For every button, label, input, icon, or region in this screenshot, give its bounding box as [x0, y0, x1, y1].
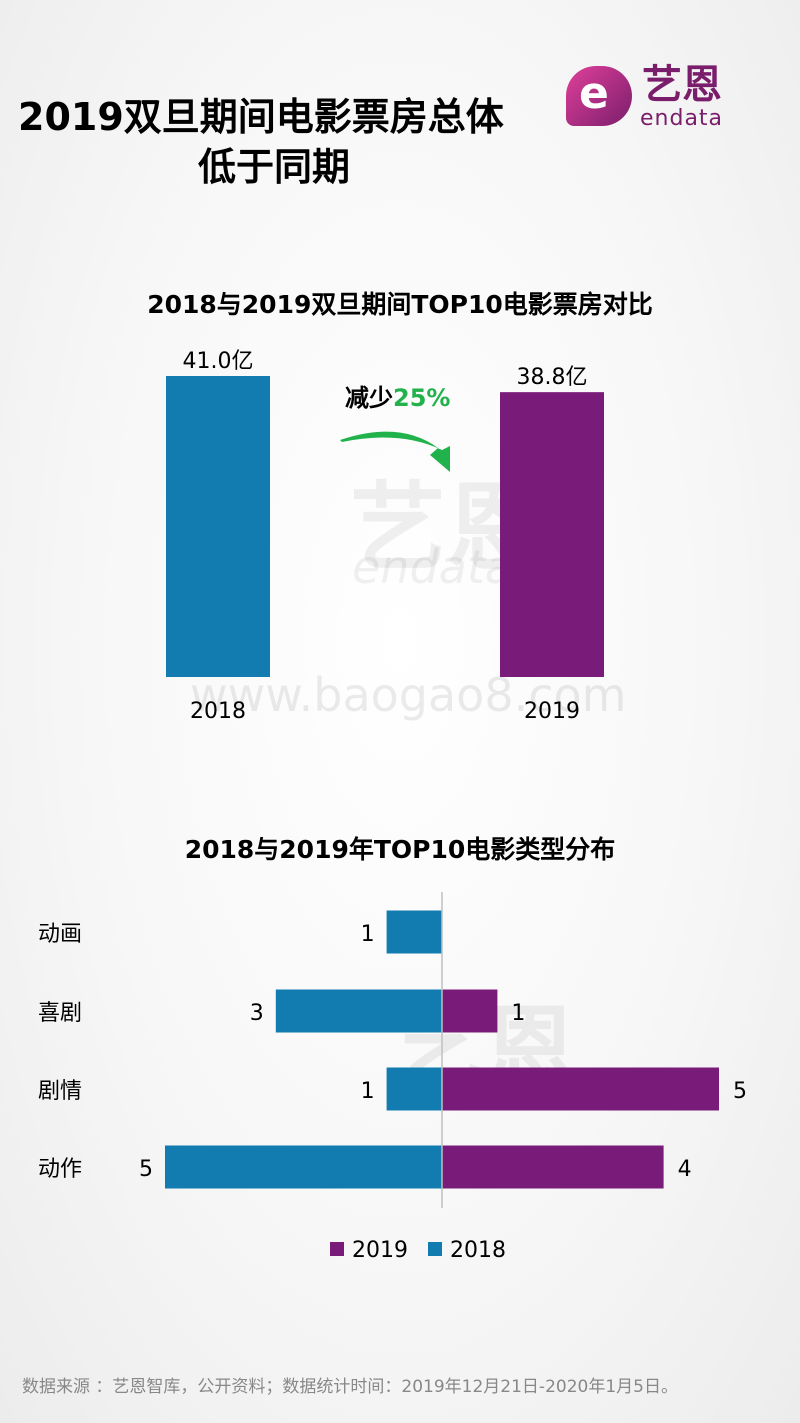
endata-logo: e 艺恩 endata — [566, 62, 756, 134]
bar-2018-2 — [386, 1067, 442, 1111]
value-label-2019-2: 5 — [733, 1079, 747, 1104]
bar-2019-2 — [442, 1067, 719, 1111]
bar-value-label-2019: 38.8亿 — [517, 365, 588, 390]
value-label-2018-3: 5 — [139, 1157, 153, 1182]
page-title: 2019双旦期间电影票房总体 低于同期 — [18, 92, 558, 192]
value-label-2018-0: 1 — [361, 922, 375, 947]
category-label-3: 动作 — [38, 1157, 82, 1182]
legend-label-2018: 2018 — [450, 1238, 506, 1263]
bar-2019 — [500, 392, 604, 677]
value-label-2019-3: 4 — [678, 1157, 692, 1182]
bar-2019-3 — [442, 1145, 664, 1189]
bar-2019-1 — [442, 989, 498, 1033]
bar-2018-0 — [386, 910, 442, 954]
value-label-2019-1: 1 — [511, 1001, 525, 1026]
value-label-2018-2: 1 — [361, 1079, 375, 1104]
legend-swatch-2019 — [330, 1242, 344, 1256]
decrease-arrow-icon — [340, 431, 450, 472]
x-tick-label-2019: 2019 — [524, 699, 580, 724]
category-label-1: 喜剧 — [38, 1001, 82, 1026]
x-tick-label-2018: 2018 — [190, 699, 246, 724]
change-annotation: 减少25% — [345, 384, 450, 412]
value-label-2018-1: 3 — [250, 1001, 264, 1026]
chart1-title: 2018与2019双旦期间TOP10电影票房对比 — [147, 290, 653, 319]
logo-en-text: endata — [640, 106, 724, 131]
endata-logo-icon: e — [566, 66, 632, 126]
bar-value-label-2018: 41.0亿 — [183, 349, 254, 374]
logo-cn-text: 艺恩 — [642, 62, 722, 108]
chart2-title: 2018与2019年TOP10电影类型分布 — [184, 835, 616, 864]
bar-2018-3 — [165, 1145, 442, 1189]
data-source-footer: 数据来源 ：艺恩智库，公开资料；数据统计时间：2019年12月21日-2020年… — [22, 1377, 678, 1397]
page-title-line1: 2019双旦期间电影票房总体 — [18, 95, 504, 139]
legend-swatch-2018 — [428, 1242, 442, 1256]
bar-2018-1 — [275, 989, 442, 1033]
category-label-0: 动画 — [38, 922, 82, 947]
legend-label-2019: 2019 — [352, 1238, 408, 1263]
page-title-line2: 低于同期 — [198, 145, 351, 189]
bar-2018 — [166, 376, 270, 677]
category-label-2: 剧情 — [38, 1079, 82, 1104]
